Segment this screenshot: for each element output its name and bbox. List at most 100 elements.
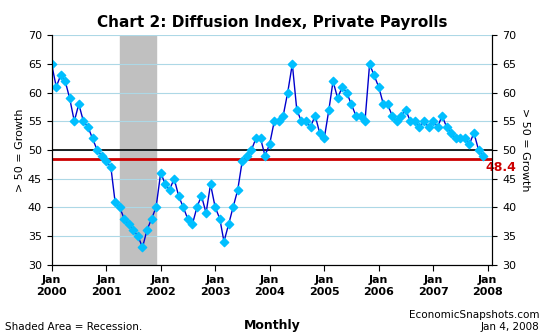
Point [174, 193, 183, 198]
Point [315, 130, 324, 135]
Point [197, 193, 206, 198]
Point [433, 124, 442, 130]
Point [124, 222, 133, 227]
Point [243, 153, 251, 158]
Point [161, 182, 169, 187]
Point [61, 78, 70, 84]
Point [93, 147, 101, 153]
Point [288, 61, 296, 67]
Point [302, 119, 311, 124]
Point [270, 119, 278, 124]
Point [138, 245, 147, 250]
Bar [120, 35, 156, 265]
Point [438, 113, 446, 118]
Point [215, 216, 224, 221]
Point [188, 222, 197, 227]
Point [451, 136, 460, 141]
Title: Chart 2: Diffusion Index, Private Payrolls: Chart 2: Diffusion Index, Private Payrol… [96, 15, 447, 30]
Point [147, 216, 156, 221]
Point [229, 205, 238, 210]
Point [233, 187, 242, 193]
Point [401, 107, 410, 113]
Point [252, 136, 261, 141]
Text: Monthly: Monthly [244, 319, 301, 332]
Point [247, 147, 256, 153]
Point [70, 119, 78, 124]
Point [192, 205, 201, 210]
Point [279, 113, 288, 118]
Text: 48.4: 48.4 [485, 161, 516, 174]
Point [211, 205, 220, 210]
Point [65, 96, 74, 101]
Point [479, 153, 487, 158]
Point [429, 119, 438, 124]
Point [129, 227, 137, 233]
Point [274, 119, 283, 124]
Point [156, 170, 165, 176]
Text: Shaded Area = Recession.: Shaded Area = Recession. [5, 322, 143, 332]
Point [406, 119, 415, 124]
Point [265, 141, 274, 147]
Point [415, 124, 424, 130]
Point [470, 130, 479, 135]
Point [420, 119, 428, 124]
Point [410, 119, 419, 124]
Point [365, 61, 374, 67]
Point [202, 210, 210, 216]
Point [170, 176, 179, 181]
Point [461, 136, 469, 141]
Point [424, 124, 433, 130]
Point [116, 205, 124, 210]
Point [143, 227, 152, 233]
Point [111, 199, 119, 204]
Point [84, 124, 93, 130]
Point [179, 205, 187, 210]
Point [374, 84, 383, 89]
Point [465, 141, 474, 147]
Point [56, 73, 65, 78]
Point [88, 136, 97, 141]
Point [370, 73, 378, 78]
Point [220, 239, 228, 244]
Point [238, 159, 246, 164]
Point [297, 119, 306, 124]
Point [456, 136, 464, 141]
Point [347, 102, 356, 107]
Point [75, 102, 83, 107]
Point [165, 187, 174, 193]
Point [392, 119, 401, 124]
Point [134, 233, 142, 239]
Point [474, 147, 483, 153]
Point [447, 130, 456, 135]
Point [442, 124, 451, 130]
Point [361, 119, 370, 124]
Point [283, 90, 292, 95]
Point [183, 216, 192, 221]
Point [102, 159, 111, 164]
Point [324, 107, 333, 113]
Point [52, 84, 60, 89]
Point [379, 102, 387, 107]
Point [397, 113, 405, 118]
Y-axis label: > 50 = Growth: > 50 = Growth [15, 108, 25, 192]
Point [293, 107, 301, 113]
Point [311, 113, 319, 118]
Point [356, 113, 365, 118]
Point [206, 182, 215, 187]
Point [261, 153, 269, 158]
Y-axis label: > 50 = Growth: > 50 = Growth [520, 108, 530, 192]
Point [352, 113, 360, 118]
Point [383, 102, 392, 107]
Point [342, 90, 351, 95]
Point [106, 164, 115, 170]
Point [152, 205, 160, 210]
Point [47, 61, 56, 67]
Point [97, 153, 106, 158]
Point [120, 216, 129, 221]
Point [79, 119, 88, 124]
Point [256, 136, 265, 141]
Point [320, 136, 329, 141]
Text: EconomicSnapshots.com
Jan 4, 2008: EconomicSnapshots.com Jan 4, 2008 [409, 310, 540, 332]
Point [306, 124, 315, 130]
Point [329, 78, 337, 84]
